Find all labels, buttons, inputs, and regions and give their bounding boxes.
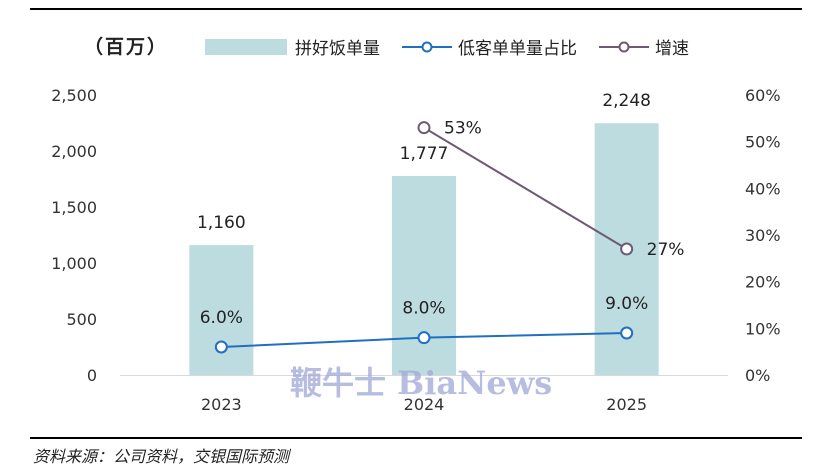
bar-data-label: 1,777 (400, 144, 449, 164)
x-tick-label: 2023 (201, 395, 242, 414)
series-point (214, 340, 228, 354)
legend-line2-swatch (599, 41, 649, 52)
x-tick-label: 2025 (606, 395, 647, 414)
legend-bar-label: 拼好饭单量 (295, 39, 380, 59)
legend-line2-label: 增速 (655, 39, 689, 59)
series-point (620, 242, 634, 256)
bottom-rule (30, 437, 802, 439)
bar-data-label: 2,248 (602, 91, 651, 111)
y-tick-label: 2,500 (51, 86, 97, 105)
line-data-label: 6.0% (200, 308, 243, 328)
y2-tick-label: 10% (745, 319, 781, 338)
y2-tick-label: 20% (745, 273, 781, 292)
y2-tick-label: 30% (745, 226, 781, 245)
legend-item-bar: 拼好饭单量 (205, 34, 380, 59)
source-note: 资料来源：公司资料，交银国际预测 (33, 447, 290, 466)
legend-line1-label: 低客单单量占比 (458, 39, 577, 59)
top-rule (30, 8, 802, 10)
legend-item-line1: 低客单单量占比 (402, 34, 577, 59)
y-tick-label: 500 (66, 310, 97, 329)
legend-line1-swatch (402, 41, 452, 52)
legend-item-line2: 增速 (599, 34, 689, 59)
x-tick-label: 2024 (404, 395, 445, 414)
line-data-label: 8.0% (402, 299, 445, 319)
series-point (417, 331, 431, 345)
bar (392, 175, 456, 375)
series-point (620, 326, 634, 340)
line-data-label: 27% (647, 240, 685, 260)
y-tick-label: 0 (87, 366, 97, 385)
plot-area: 0 500 1,000 1,500 2,000 2,500 0% 10% 20% 30% 40% 50… (51, 86, 780, 414)
line-data-label: 9.0% (605, 294, 648, 314)
series-line (423, 126, 628, 250)
legend-bar-swatch (205, 38, 287, 55)
y-tick-label: 2,000 (51, 142, 97, 161)
line-data-label: 53% (444, 119, 482, 139)
y-tick-label: 1,000 (51, 254, 97, 273)
bar-data-label: 1,160 (197, 213, 246, 233)
y2-tick-label: 40% (745, 179, 781, 198)
series-point (417, 121, 431, 135)
y2-tick-label: 0% (745, 366, 770, 385)
watermark: 鞭牛士 BiaNews (290, 364, 553, 402)
y2-tick-label: 50% (745, 133, 781, 152)
legend: 拼好饭单量 低客单单量占比 增速 (205, 34, 711, 59)
unit-label: （百万） (84, 36, 169, 58)
y2-tick-label: 60% (745, 86, 781, 105)
y-tick-label: 1,500 (51, 198, 97, 217)
